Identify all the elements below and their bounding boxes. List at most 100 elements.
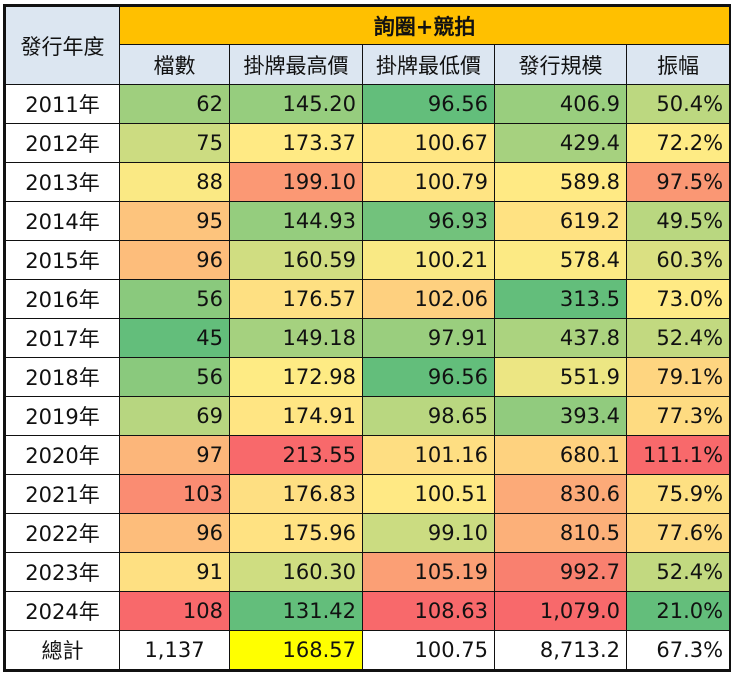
- issue-size-cell[interactable]: 393.4: [494, 396, 627, 436]
- high-price-cell[interactable]: 160.30: [229, 552, 363, 592]
- count-cell[interactable]: 95: [119, 201, 230, 241]
- year-cell[interactable]: 2022年: [4, 513, 120, 553]
- count-cell[interactable]: 91: [119, 552, 230, 592]
- amplitude-cell[interactable]: 75.9%: [625, 474, 731, 514]
- issue-size-cell[interactable]: 437.8: [494, 318, 627, 358]
- issue-size-cell[interactable]: 406.9: [494, 84, 627, 124]
- year-cell[interactable]: 2017年: [4, 318, 120, 358]
- total-amplitude-cell[interactable]: 67.3%: [625, 630, 731, 671]
- count-cell[interactable]: 96: [119, 240, 230, 280]
- amplitude-cell[interactable]: 52.4%: [625, 552, 731, 592]
- amplitude-cell[interactable]: 77.3%: [625, 396, 731, 436]
- issue-size-cell[interactable]: 810.5: [494, 513, 627, 553]
- high-price-cell[interactable]: 173.37: [229, 123, 363, 163]
- count-cell[interactable]: 75: [119, 123, 230, 163]
- total-low-price-cell[interactable]: 100.75: [362, 630, 495, 671]
- amplitude-cell[interactable]: 52.4%: [625, 318, 731, 358]
- low-price-cell[interactable]: 101.16: [362, 435, 495, 475]
- issue-size-cell[interactable]: 619.2: [494, 201, 627, 241]
- high-price-cell[interactable]: 172.98: [229, 357, 363, 397]
- year-cell[interactable]: 2020年: [4, 435, 120, 475]
- low-price-cell[interactable]: 105.19: [362, 552, 495, 592]
- low-price-cell[interactable]: 98.65: [362, 396, 495, 436]
- high-price-cell[interactable]: 149.18: [229, 318, 363, 358]
- year-cell[interactable]: 2016年: [4, 279, 120, 319]
- high-price-cell[interactable]: 160.59: [229, 240, 363, 280]
- low-price-cell[interactable]: 108.63: [362, 591, 495, 631]
- column-header-amplitude[interactable]: 振幅: [625, 44, 731, 85]
- year-cell[interactable]: 2014年: [4, 201, 120, 241]
- count-cell[interactable]: 97: [119, 435, 230, 475]
- low-price-cell[interactable]: 96.93: [362, 201, 495, 241]
- year-cell[interactable]: 2024年: [4, 591, 120, 631]
- high-price-cell[interactable]: 176.83: [229, 474, 363, 514]
- issue-size-cell[interactable]: 830.6: [494, 474, 627, 514]
- total-count-cell[interactable]: 1,137: [119, 630, 230, 671]
- high-price-cell[interactable]: 174.91: [229, 396, 363, 436]
- high-price-cell[interactable]: 144.93: [229, 201, 363, 241]
- amplitude-cell[interactable]: 60.3%: [625, 240, 731, 280]
- issue-size-cell[interactable]: 578.4: [494, 240, 627, 280]
- low-price-cell[interactable]: 99.10: [362, 513, 495, 553]
- table-row: 2020年 97 213.55 101.16 680.1 111.1%: [4, 435, 731, 475]
- amplitude-cell[interactable]: 73.0%: [625, 279, 731, 319]
- column-header-high-price[interactable]: 掛牌最高價: [229, 44, 363, 85]
- issue-size-cell[interactable]: 589.8: [494, 162, 627, 202]
- low-price-cell[interactable]: 97.91: [362, 318, 495, 358]
- low-price-cell[interactable]: 100.67: [362, 123, 495, 163]
- year-cell[interactable]: 2012年: [4, 123, 120, 163]
- year-cell[interactable]: 2019年: [4, 396, 120, 436]
- column-header-count[interactable]: 檔數: [119, 44, 230, 85]
- low-price-cell[interactable]: 100.79: [362, 162, 495, 202]
- year-cell[interactable]: 2023年: [4, 552, 120, 592]
- issue-size-cell[interactable]: 551.9: [494, 357, 627, 397]
- high-price-cell[interactable]: 145.20: [229, 84, 363, 124]
- issue-size-cell[interactable]: 1,079.0: [494, 591, 627, 631]
- issue-size-cell[interactable]: 429.4: [494, 123, 627, 163]
- table-row: 2022年 96 175.96 99.10 810.5 77.6%: [4, 513, 731, 553]
- year-cell[interactable]: 2015年: [4, 240, 120, 280]
- count-cell[interactable]: 56: [119, 357, 230, 397]
- count-cell[interactable]: 103: [119, 474, 230, 514]
- total-label[interactable]: 總計: [4, 630, 120, 671]
- year-cell[interactable]: 2013年: [4, 162, 120, 202]
- amplitude-cell[interactable]: 49.5%: [625, 201, 731, 241]
- amplitude-cell[interactable]: 72.2%: [625, 123, 731, 163]
- year-cell[interactable]: 2011年: [4, 84, 120, 124]
- high-price-cell[interactable]: 175.96: [229, 513, 363, 553]
- count-cell[interactable]: 69: [119, 396, 230, 436]
- year-cell[interactable]: 2021年: [4, 474, 120, 514]
- low-price-cell[interactable]: 96.56: [362, 357, 495, 397]
- count-cell[interactable]: 45: [119, 318, 230, 358]
- low-price-cell[interactable]: 100.51: [362, 474, 495, 514]
- total-issue-size-cell[interactable]: 8,713.2: [494, 630, 627, 671]
- column-header-issue-size[interactable]: 發行規模: [494, 44, 627, 85]
- high-price-cell[interactable]: 131.42: [229, 591, 363, 631]
- count-cell[interactable]: 56: [119, 279, 230, 319]
- count-cell[interactable]: 88: [119, 162, 230, 202]
- year-cell[interactable]: 2018年: [4, 357, 120, 397]
- count-cell[interactable]: 62: [119, 84, 230, 124]
- count-cell[interactable]: 108: [119, 591, 230, 631]
- amplitude-cell[interactable]: 21.0%: [625, 591, 731, 631]
- amplitude-cell[interactable]: 97.5%: [625, 162, 731, 202]
- issue-size-cell[interactable]: 680.1: [494, 435, 627, 475]
- group-header[interactable]: 詢圈+競拍: [118, 5, 731, 45]
- low-price-cell[interactable]: 102.06: [362, 279, 495, 319]
- issue-size-cell[interactable]: 992.7: [494, 552, 627, 592]
- issue-size-cell[interactable]: 313.5: [494, 279, 627, 319]
- table-row: 2017年 45 149.18 97.91 437.8 52.4%: [4, 318, 731, 358]
- year-header[interactable]: 發行年度: [4, 5, 120, 85]
- amplitude-cell[interactable]: 79.1%: [625, 357, 731, 397]
- low-price-cell[interactable]: 96.56: [362, 84, 495, 124]
- high-price-cell[interactable]: 213.55: [229, 435, 363, 475]
- column-header-low-price[interactable]: 掛牌最低價: [362, 44, 495, 85]
- amplitude-cell[interactable]: 77.6%: [625, 513, 731, 553]
- total-high-price-cell[interactable]: 168.57: [229, 630, 363, 671]
- high-price-cell[interactable]: 176.57: [229, 279, 363, 319]
- low-price-cell[interactable]: 100.21: [362, 240, 495, 280]
- amplitude-cell[interactable]: 50.4%: [625, 84, 731, 124]
- amplitude-cell[interactable]: 111.1%: [625, 435, 731, 475]
- high-price-cell[interactable]: 199.10: [229, 162, 363, 202]
- count-cell[interactable]: 96: [119, 513, 230, 553]
